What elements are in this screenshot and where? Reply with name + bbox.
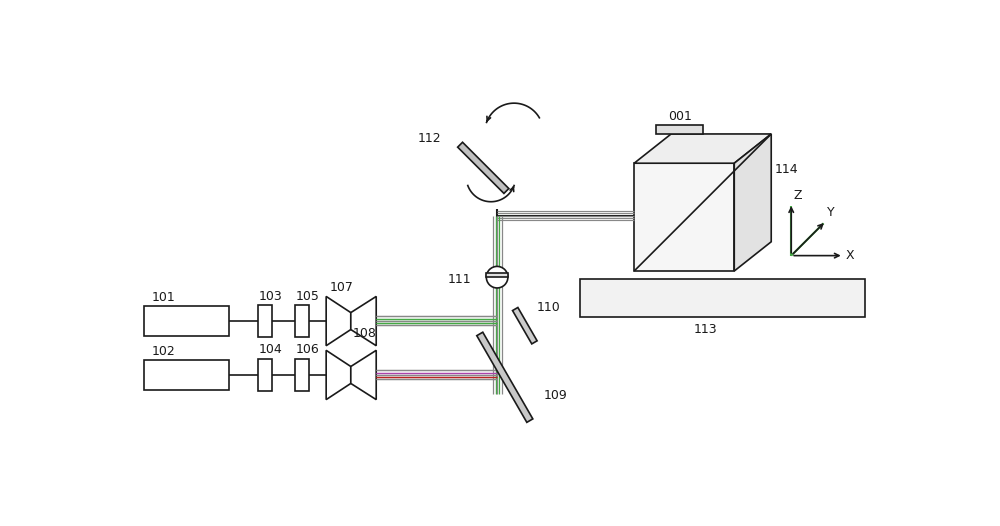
- Text: 111: 111: [447, 273, 471, 286]
- Text: 113: 113: [693, 323, 717, 337]
- Bar: [656, 125, 703, 134]
- Polygon shape: [634, 134, 771, 163]
- Polygon shape: [477, 332, 533, 422]
- Bar: [144, 307, 229, 336]
- Text: 101: 101: [152, 291, 176, 304]
- Text: 105: 105: [296, 290, 320, 302]
- Text: Y: Y: [827, 206, 835, 219]
- Bar: [580, 279, 865, 317]
- Polygon shape: [734, 134, 771, 271]
- Text: 109: 109: [543, 389, 567, 402]
- Text: 103: 103: [259, 290, 283, 302]
- Bar: [295, 305, 309, 337]
- Text: X: X: [845, 249, 854, 262]
- Polygon shape: [513, 308, 537, 344]
- Text: 110: 110: [536, 301, 560, 314]
- Bar: [258, 305, 272, 337]
- Text: 102: 102: [152, 345, 176, 358]
- Polygon shape: [351, 297, 376, 346]
- Text: 104: 104: [259, 343, 283, 357]
- Text: 001: 001: [668, 110, 692, 123]
- Text: 112: 112: [417, 132, 441, 145]
- Text: 106: 106: [296, 343, 320, 357]
- Text: 114: 114: [774, 163, 798, 176]
- Bar: [144, 360, 229, 390]
- Polygon shape: [326, 350, 351, 400]
- Polygon shape: [458, 142, 509, 194]
- Bar: [258, 359, 272, 391]
- Text: 107: 107: [330, 281, 354, 294]
- Polygon shape: [351, 350, 376, 400]
- Bar: [295, 359, 309, 391]
- Polygon shape: [326, 297, 351, 346]
- Text: Z: Z: [794, 189, 802, 201]
- Circle shape: [486, 266, 508, 288]
- Bar: [634, 163, 734, 271]
- Bar: [486, 274, 508, 277]
- Text: 108: 108: [352, 327, 376, 340]
